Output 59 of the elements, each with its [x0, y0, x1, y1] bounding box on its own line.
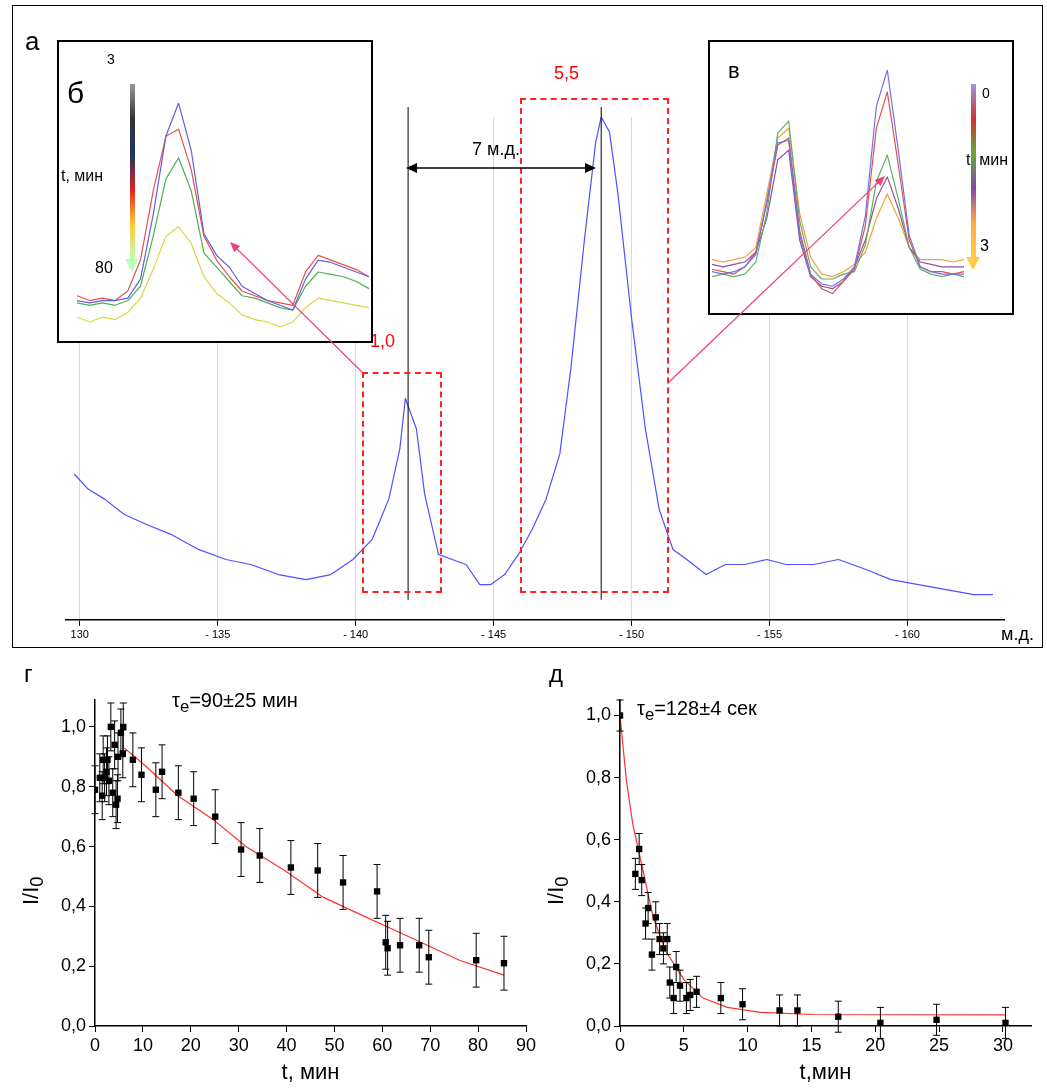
y-tick-label: 0,2 — [585, 952, 612, 973]
x-axis-title: м.д. — [1001, 623, 1034, 644]
text: 5,5 — [554, 63, 580, 83]
x-tick-label: - 140 — [343, 628, 369, 641]
x-tick-label: 25 — [929, 1034, 950, 1055]
y-tick-label: 0,4 — [60, 895, 87, 916]
annotation: t, мин — [61, 167, 104, 184]
point — [1002, 1019, 1009, 1026]
x-tick-label: 30 — [992, 1034, 1013, 1055]
text: 3 — [107, 51, 115, 67]
x-tick-label: 30 — [228, 1034, 249, 1055]
annotation: 80 — [95, 259, 113, 276]
annotation: 7 м.д. — [472, 139, 520, 159]
x-tick-label: 5 — [678, 1034, 689, 1055]
x-tick-label: - 160 — [894, 628, 920, 641]
x-tick-label: 20 — [865, 1034, 886, 1055]
x-tick-label: - 155 — [756, 628, 783, 641]
point — [776, 1007, 783, 1014]
y-tick-label: 0,8 — [60, 775, 87, 796]
y-tick-label: 0,6 — [585, 828, 612, 849]
x-tick-label: 20 — [180, 1034, 201, 1055]
x-tick-label: 80 — [468, 1034, 489, 1055]
x-tick-label: - 135 — [205, 628, 231, 641]
chart-title: а — [25, 26, 40, 56]
annotation: τ$_{e}$=128±4 сек — [637, 697, 757, 724]
y-tick-label: 1,0 — [585, 704, 612, 725]
chart-title: г — [24, 660, 33, 687]
x-tick-label: 15 — [801, 1034, 822, 1055]
y-tick-label: 0,6 — [60, 835, 87, 856]
point — [877, 1019, 884, 1026]
x-tick-label: 90 — [515, 1034, 537, 1055]
point — [794, 1007, 801, 1014]
x-tick-label: - 145 — [481, 628, 507, 641]
text: 0 — [982, 85, 990, 101]
chart-title: д — [549, 660, 564, 687]
chart-title: б — [67, 76, 85, 109]
x-tick-label: 0 — [90, 1034, 101, 1055]
x-tick-label: - 150 — [619, 628, 645, 641]
y-tick-label: 0,2 — [60, 955, 87, 976]
x-tick-label: 70 — [420, 1034, 441, 1055]
x-tick-label: 60 — [372, 1034, 393, 1055]
point — [660, 945, 667, 952]
x-tick-label: 40 — [276, 1034, 297, 1055]
y-tick-label: 0,4 — [585, 890, 612, 911]
y-tick-label: 0,0 — [585, 1014, 612, 1035]
y-tick-label: 0,0 — [60, 1014, 87, 1035]
y-tick-label: 1,0 — [60, 715, 87, 736]
x-tick-label: 50 — [324, 1034, 345, 1055]
x-tick-label: 130 — [70, 628, 89, 641]
y-tick-label: 0,8 — [585, 766, 612, 787]
x-tick-label: 0 — [615, 1034, 626, 1055]
chart-title: в — [728, 58, 740, 83]
annotation: 1,0 — [370, 331, 396, 351]
x-axis-title: t, мин — [281, 1058, 340, 1084]
x-tick-label: 10 — [132, 1034, 153, 1055]
annotation: 3 — [980, 237, 989, 254]
x-axis-title: t,мин — [799, 1058, 852, 1084]
x-tick-label: 10 — [737, 1034, 758, 1055]
annotation: τ$_{e}$=90±25 мин — [172, 689, 298, 716]
